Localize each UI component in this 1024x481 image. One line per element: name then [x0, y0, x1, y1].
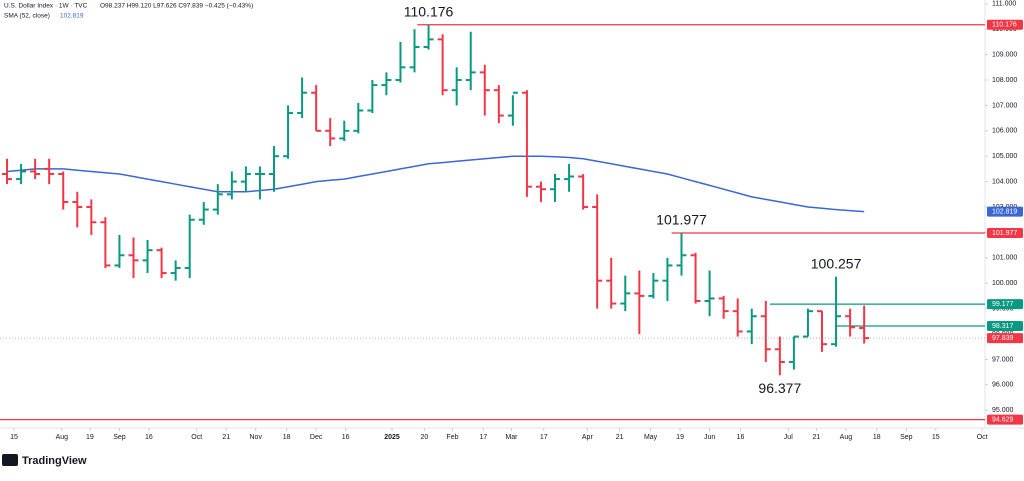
y-tick-label: 95.000 [992, 407, 1014, 414]
y-tick-label: 109.000 [992, 51, 1017, 58]
x-tick-label: Jul [784, 434, 793, 441]
y-tick-label: 105.000 [992, 153, 1017, 160]
x-tick-label: Sep [900, 434, 913, 441]
annotation: 101.977 [656, 212, 707, 228]
price-tag-label: 98.317 [992, 323, 1014, 330]
y-tick-label: 101.000 [992, 255, 1017, 262]
y-tick-label: 97.000 [992, 356, 1014, 363]
symbol-title: U.S. Dollar Index · 1W · TVC [4, 3, 88, 10]
price-tag-label: 102.819 [992, 208, 1017, 215]
x-tick-label: 21 [616, 434, 624, 441]
x-tick-label: Aug [56, 434, 69, 441]
annotation: 100.257 [811, 255, 862, 271]
y-tick-label: 108.000 [992, 77, 1017, 84]
x-tick-label: Oct [977, 434, 988, 441]
price-tag-label: 101.977 [992, 230, 1017, 237]
x-tick-label: 20 [420, 434, 428, 441]
x-tick-label: Nov [250, 434, 263, 441]
x-tick-label: Sep [113, 434, 126, 441]
annotation: 96.377 [758, 380, 801, 396]
x-tick-label: 18 [283, 434, 291, 441]
x-tick-label: 17 [540, 434, 548, 441]
logo [2, 454, 18, 466]
price-tag [987, 320, 1023, 331]
price-tag-label: 97.839 [992, 335, 1014, 342]
y-tick-label: 96.000 [992, 382, 1014, 389]
x-tick-label: Apr [582, 434, 594, 441]
x-tick-label: 21 [222, 434, 230, 441]
sma-line [6, 155, 865, 213]
x-tick-label: 2025 [384, 434, 400, 441]
price-tag-label: 110.176 [992, 22, 1017, 29]
price-tag [987, 206, 1023, 217]
x-tick-label: May [644, 434, 658, 441]
x-tick-label: Jun [704, 434, 715, 441]
y-tick-label: 106.000 [992, 128, 1017, 135]
x-tick-label: 15 [10, 434, 18, 441]
annotation: 110.176 [404, 3, 454, 19]
price-tag-label: 99.177 [992, 301, 1014, 308]
x-tick-label: Feb [446, 434, 458, 441]
x-tick-label: Dec [310, 434, 323, 441]
y-tick-label: 104.000 [992, 178, 1017, 185]
price-tag-label: 94.629 [992, 416, 1014, 423]
x-tick-label: 19 [86, 434, 94, 441]
indicator-value: 102.819 [60, 13, 84, 20]
x-tick-label: 16 [145, 434, 153, 441]
x-tick-label: 19 [676, 434, 684, 441]
price-tag [987, 299, 1023, 310]
x-tick-label: Mar [505, 434, 518, 441]
y-tick-label: 100.000 [992, 280, 1017, 287]
y-tick-label: 107.000 [992, 102, 1017, 109]
x-tick-label: Oct [191, 434, 202, 441]
price-tag [987, 414, 1023, 425]
price-tag [987, 227, 1023, 238]
x-tick-label: 17 [479, 434, 487, 441]
brand: TradingView [22, 455, 87, 467]
x-tick-label: 15 [932, 434, 940, 441]
x-tick-label: 16 [342, 434, 350, 441]
x-tick-label: 21 [812, 434, 820, 441]
price-tag [987, 333, 1023, 344]
x-tick-label: 16 [737, 434, 745, 441]
indicator-name: SMA (52, close) [4, 13, 50, 20]
x-tick-label: Aug [840, 434, 853, 441]
quote: O98.237 H99.120 L97.626 C97.839 −0.425 (… [100, 3, 253, 10]
x-tick-label: 18 [873, 434, 881, 441]
price-tag [987, 19, 1023, 30]
y-tick-label: 111.000 [992, 1, 1016, 8]
